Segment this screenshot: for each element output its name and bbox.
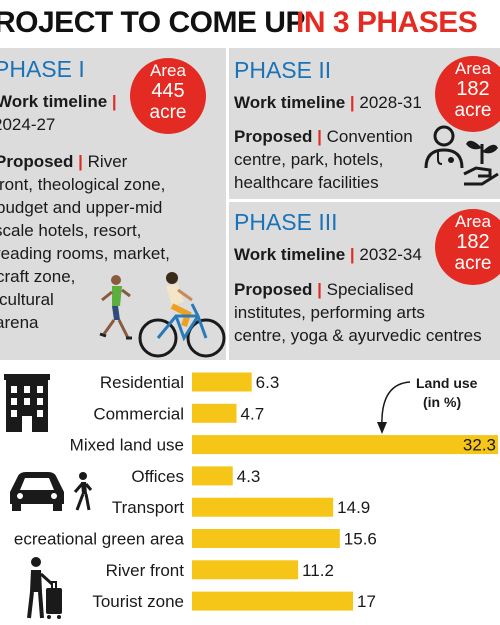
chart-legend: Land use (in %): [377, 375, 478, 434]
phase2-proposed: Proposed | Convention: [234, 127, 413, 146]
phase2-area-badge: Area 182 acre: [435, 56, 500, 132]
phase1-area-badge: Area 445 acre: [130, 58, 206, 134]
building-icon: [4, 374, 50, 432]
value-label: 17: [357, 592, 376, 611]
value-label: 6.3: [256, 373, 280, 392]
phase1-proposed: Proposed | River: [0, 152, 128, 171]
category-label: Tourist zone: [92, 592, 184, 611]
legend-line-2: (in %): [423, 394, 461, 410]
value-label: 11.2: [302, 561, 334, 580]
value-label: 14.9: [337, 498, 370, 517]
car-icon: [10, 472, 64, 511]
phase1-proposed-line: arena: [0, 313, 39, 332]
phase2-proposed-line: centre, park, hotels,: [234, 150, 384, 169]
bar: [192, 403, 237, 423]
legend-arrow: [381, 381, 411, 429]
phase1-proposed-line: cultural: [0, 290, 54, 309]
category-label: River front: [106, 561, 185, 580]
cyclist-runner-illustration: [99, 272, 226, 358]
legend-arrow-head: [377, 422, 387, 434]
bar: [192, 497, 334, 517]
plant-hand-icon: [463, 140, 499, 186]
bar: [192, 466, 233, 486]
page-title-highlight: IN 3 PHASES: [296, 6, 478, 39]
value-label: 4.3: [237, 467, 261, 486]
phase2-title: PHASE II: [234, 57, 332, 83]
phase2-proposed-line: healthcare facilities: [234, 173, 379, 192]
phase3-proposed: Proposed | Specialised: [234, 280, 414, 299]
land-use-chart: Land use (in %) Residential 6.3 Commercial…: [14, 372, 498, 611]
value-label: 32.3: [463, 436, 496, 455]
traveler-luggage-icon: [27, 557, 62, 619]
value-label: 15.6: [344, 530, 377, 549]
category-label: Commercial: [93, 404, 184, 423]
category-label: Residential: [100, 373, 184, 392]
phase1-proposed-line: reading rooms, market,: [0, 244, 170, 263]
phase1-proposed-line: craft zone,: [0, 267, 76, 286]
phase1-proposed-line: budget and upper-mid: [0, 198, 163, 217]
phase3-proposed-line: institutes, performing arts: [234, 303, 425, 322]
page-title: ROJECT TO COME UP: [0, 6, 305, 39]
bar: [192, 372, 252, 392]
category-label: Mixed land use: [70, 436, 184, 455]
category-label: Transport: [112, 498, 184, 517]
category-label: Offices: [131, 467, 184, 486]
bar: [192, 560, 299, 580]
category-label: ecreational green area: [14, 530, 185, 549]
phase3-proposed-line: centre, yoga & ayurvedic centres: [234, 326, 482, 345]
phase1-timeline-value: 2024-27: [0, 115, 56, 134]
bar: [192, 591, 354, 611]
phase1-timeline-label: Work timeline |: [0, 92, 117, 111]
legend-line-1: Land use: [416, 375, 478, 391]
phase3-title: PHASE III: [234, 209, 338, 235]
value-label: 4.7: [241, 404, 265, 423]
header: ROJECT TO COME UP IN 3 PHASES: [0, 0, 500, 48]
phase1-proposed-line: scale hotels, resort,: [0, 221, 142, 240]
phase1-proposed-line: ront, theological zone,: [0, 175, 166, 194]
phase2-timeline: Work timeline | 2028-31: [234, 93, 422, 112]
bar: [192, 529, 340, 548]
bar: [192, 435, 498, 455]
doctor-icon: [424, 125, 464, 169]
phase1-title: PHASE I: [0, 56, 85, 82]
phase3-area-badge: Area 182 acre: [435, 209, 500, 285]
phase3-timeline: Work timeline | 2032-34: [234, 245, 422, 264]
walking-person-icon: [73, 472, 93, 511]
